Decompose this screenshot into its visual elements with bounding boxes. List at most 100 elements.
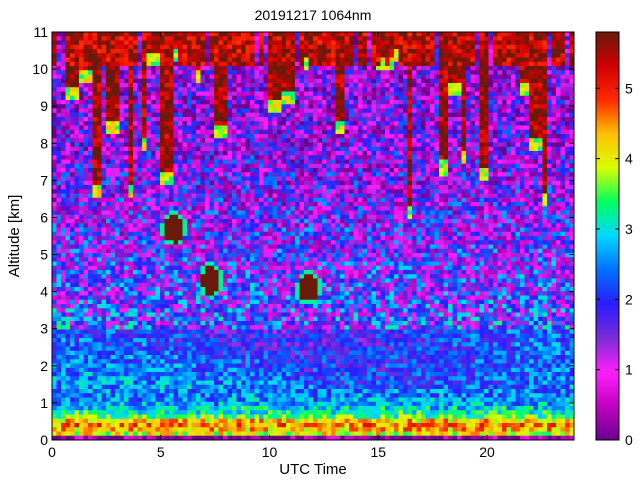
heatmap-cell xyxy=(565,40,571,46)
heatmap-cell xyxy=(250,104,256,110)
heatmap-cell xyxy=(101,104,107,110)
heatmap-cell xyxy=(407,95,413,101)
heatmap-cell xyxy=(466,70,472,76)
heatmap-cell xyxy=(70,40,76,46)
heatmap-cell xyxy=(371,95,377,101)
heatmap-cell xyxy=(241,32,247,37)
heatmap-cell xyxy=(295,138,301,144)
heatmap-cell xyxy=(272,142,278,148)
heatmap-cell xyxy=(160,66,166,71)
heatmap-cell xyxy=(529,44,535,50)
heatmap-cell xyxy=(425,70,431,76)
heatmap-cell xyxy=(254,78,260,84)
heatmap-cell xyxy=(250,189,256,195)
heatmap-cell xyxy=(88,44,94,50)
heatmap-cell xyxy=(380,53,386,59)
heatmap-cell xyxy=(407,163,413,169)
heatmap-cell xyxy=(115,100,121,105)
heatmap-cell xyxy=(200,44,206,50)
heatmap-cell xyxy=(493,206,499,212)
heatmap-cell xyxy=(470,176,476,182)
heatmap-cell xyxy=(65,100,71,105)
heatmap-cell xyxy=(403,176,409,182)
heatmap-cell xyxy=(502,61,508,67)
heatmap-cell xyxy=(268,134,274,139)
heatmap-cell xyxy=(124,197,130,203)
heatmap-cell xyxy=(209,206,215,212)
heatmap-cell xyxy=(160,83,166,88)
heatmap-cell xyxy=(173,159,179,165)
heatmap-cell xyxy=(70,91,76,97)
heatmap-cell xyxy=(173,202,179,207)
heatmap-cell xyxy=(119,32,125,37)
heatmap-cell xyxy=(241,91,247,97)
heatmap-cell xyxy=(304,44,310,50)
heatmap-cell xyxy=(466,112,472,118)
heatmap-cell xyxy=(461,202,467,207)
heatmap-cell xyxy=(434,176,440,182)
heatmap-cell xyxy=(110,91,116,97)
heatmap-cell xyxy=(488,151,494,156)
heatmap-cell xyxy=(326,49,332,54)
heatmap-cell xyxy=(448,32,454,37)
heatmap-cell xyxy=(488,155,494,161)
heatmap-cell xyxy=(524,193,530,199)
heatmap-cell xyxy=(349,155,355,161)
heatmap-cell xyxy=(430,57,436,63)
heatmap-cell xyxy=(326,104,332,110)
heatmap-cell xyxy=(52,151,58,156)
heatmap-cell xyxy=(430,91,436,97)
heatmap-cell xyxy=(376,40,382,46)
heatmap-cell xyxy=(403,189,409,195)
heatmap-cell xyxy=(407,100,413,105)
heatmap-cell xyxy=(299,53,305,59)
heatmap-cell xyxy=(506,49,512,54)
heatmap-cell xyxy=(92,155,98,161)
heatmap-cell xyxy=(376,151,382,156)
heatmap-cell xyxy=(70,32,76,37)
heatmap-cell xyxy=(106,155,112,161)
heatmap-cell xyxy=(515,180,521,186)
heatmap-cell xyxy=(236,57,242,63)
heatmap-cell xyxy=(286,78,292,84)
heatmap-cell xyxy=(322,83,328,88)
heatmap-cell xyxy=(200,104,206,110)
heatmap-cell xyxy=(133,112,139,118)
heatmap-cell xyxy=(385,138,391,144)
heatmap-cell xyxy=(268,40,274,46)
heatmap-cell xyxy=(340,40,346,46)
heatmap-cell xyxy=(322,189,328,195)
heatmap-cell xyxy=(344,78,350,84)
heatmap-cell xyxy=(529,129,535,135)
heatmap-cell xyxy=(457,151,463,156)
heatmap-cell xyxy=(358,44,364,50)
heatmap-cell xyxy=(484,138,490,144)
heatmap-cell xyxy=(484,117,490,122)
heatmap-cell xyxy=(241,202,247,207)
heatmap-cell xyxy=(70,202,76,207)
heatmap-cell xyxy=(461,78,467,84)
heatmap-cell xyxy=(223,87,229,93)
heatmap-cell xyxy=(227,142,233,148)
heatmap-cell xyxy=(506,155,512,161)
heatmap-cell xyxy=(403,70,409,76)
heatmap-cell xyxy=(164,91,170,97)
heatmap-cell xyxy=(520,53,526,59)
heatmap-cell xyxy=(344,57,350,63)
heatmap-cell xyxy=(421,121,427,127)
heatmap-cell xyxy=(421,138,427,144)
heatmap-cell xyxy=(398,78,404,84)
heatmap-cell xyxy=(448,87,454,93)
heatmap-cell xyxy=(502,134,508,139)
heatmap-cell xyxy=(331,185,337,190)
heatmap-cell xyxy=(146,91,152,97)
heatmap-cell xyxy=(164,163,170,169)
heatmap-cell xyxy=(146,163,152,169)
heatmap-cell xyxy=(484,70,490,76)
heatmap-cell xyxy=(128,134,134,139)
heatmap-cell xyxy=(200,100,206,105)
heatmap-cell xyxy=(128,32,134,37)
heatmap-cell xyxy=(205,108,211,114)
heatmap-cell xyxy=(443,70,449,76)
heatmap-cell xyxy=(254,66,260,71)
